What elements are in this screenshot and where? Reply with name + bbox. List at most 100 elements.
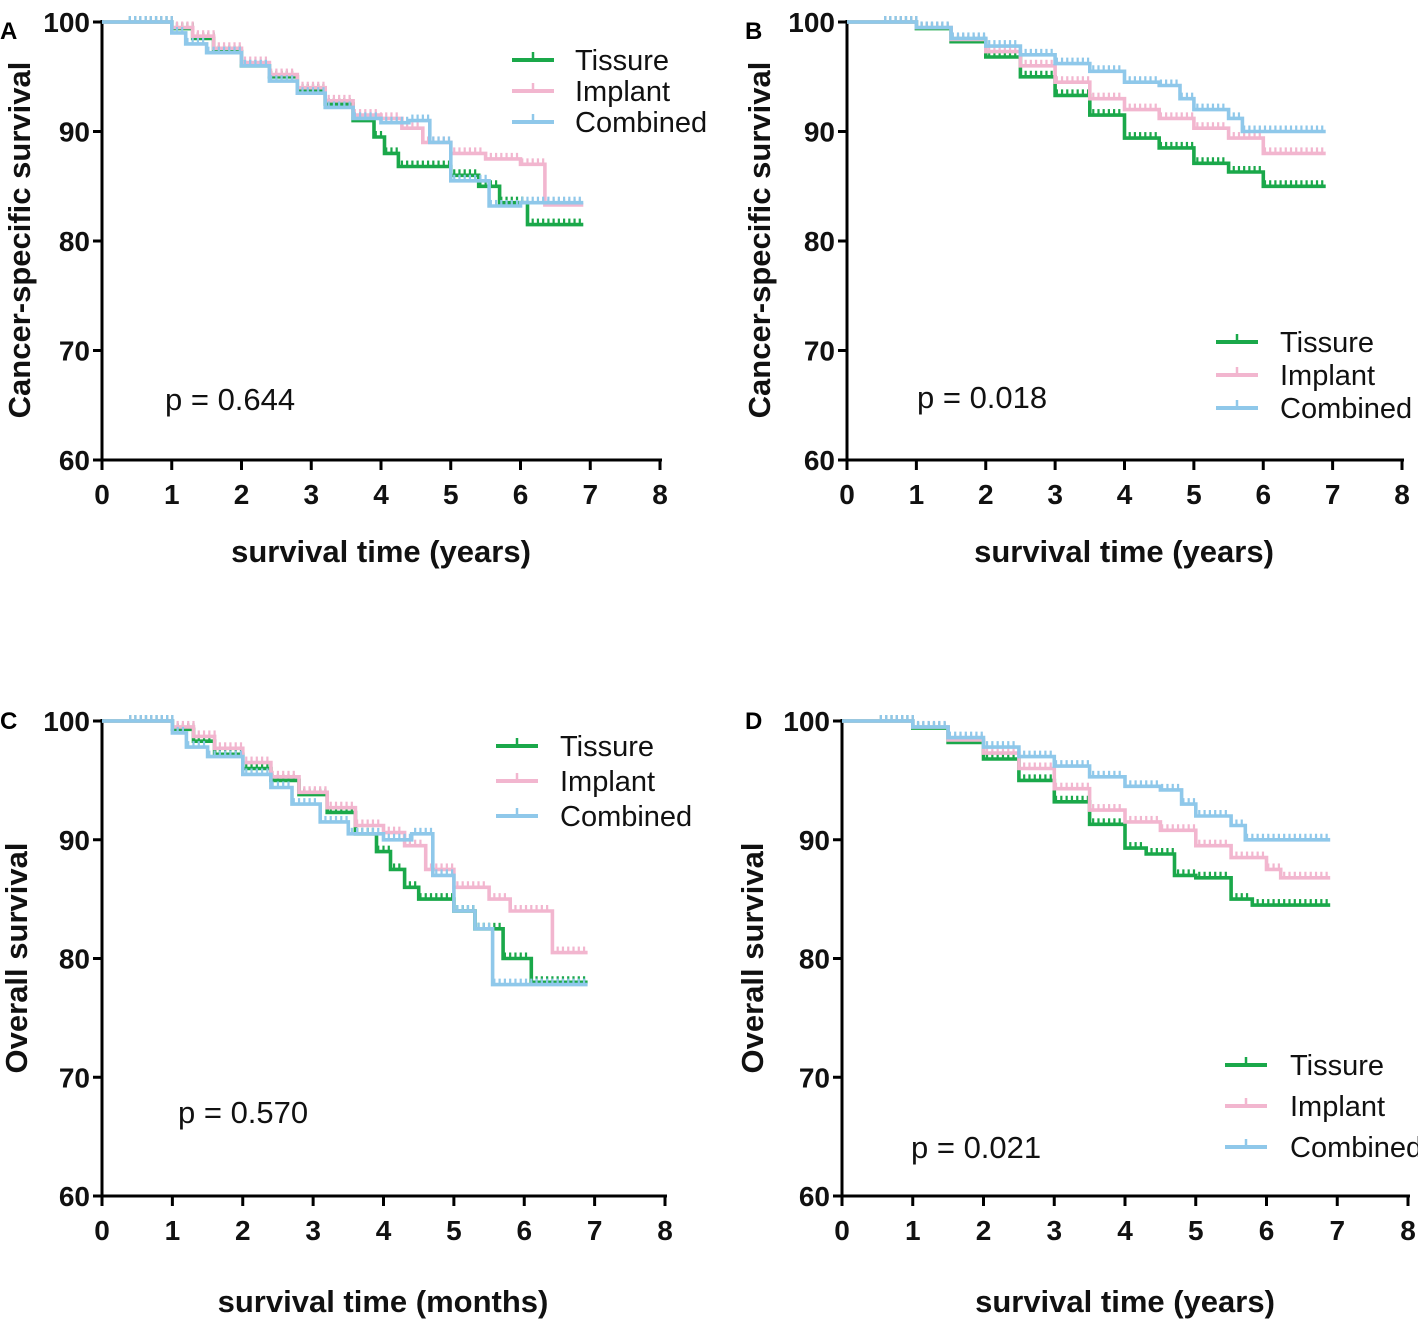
legend-label: Combined (1280, 393, 1412, 425)
x-tick-label: 8 (657, 1215, 673, 1246)
legend-label: Combined (1290, 1132, 1418, 1164)
legend-item-tissure: Tissure (1225, 1050, 1384, 1082)
panel-letter: A (0, 18, 17, 45)
legend-label: Implant (575, 76, 670, 108)
y-tick-label: 60 (59, 1181, 90, 1212)
legend-item-implant: Implant (1225, 1091, 1385, 1123)
y-tick-label: 60 (799, 1181, 830, 1212)
censor-marks-combined (884, 16, 1324, 133)
x-tick-label: 5 (446, 1215, 462, 1246)
legend-item-tissure: Tissure (512, 45, 669, 77)
series-line-implant (102, 20, 584, 207)
legend-label: Implant (1280, 360, 1375, 392)
p-value-annotation: p = 0.570 (178, 1095, 308, 1130)
legend-label: Implant (560, 766, 655, 798)
legend-item-implant: Implant (496, 766, 655, 798)
x-axis-title: survival time (years) (974, 534, 1274, 569)
legend-label: Tissure (575, 45, 669, 77)
y-tick-label: 100 (43, 7, 90, 38)
x-tick-label: 0 (839, 479, 855, 510)
x-tick-label: 4 (373, 479, 389, 510)
y-tick-label: 90 (799, 825, 830, 856)
x-tick-label: 7 (582, 479, 598, 510)
legend-item-tissure: Tissure (1216, 327, 1374, 359)
legend-label: Tissure (1280, 327, 1374, 359)
y-tick-label: 80 (59, 226, 90, 257)
x-tick-label: 5 (1186, 479, 1202, 510)
x-tick-label: 3 (1046, 1215, 1062, 1246)
series-line-combined (847, 20, 1326, 134)
y-tick-label: 70 (59, 1062, 90, 1093)
censor-marks-combined (129, 715, 586, 986)
legend-label: Combined (560, 801, 692, 833)
y-axis-title: Overall survival (735, 843, 770, 1074)
legend-item-combined: Combined (512, 107, 707, 139)
panel-letter: D (745, 708, 762, 735)
series-line-implant (102, 719, 588, 955)
legend-label: Tissure (560, 731, 654, 763)
x-tick-label: 4 (1117, 479, 1133, 510)
legend-item-combined: Combined (1216, 393, 1412, 425)
x-tick-label: 3 (1047, 479, 1063, 510)
p-value-annotation: p = 0.644 (165, 382, 295, 417)
panel-c: C 60 70 80 90 100 0 1 2 3 4 5 6 7 8 survival time (mont… (0, 706, 692, 1319)
x-axis-title: survival time (months) (218, 1284, 549, 1319)
censor-marks-combined (879, 715, 1328, 841)
panel-b: B 60 70 80 90 100 0 1 2 3 4 5 6 7 8 survival time (year… (742, 7, 1412, 569)
y-tick-label: 90 (59, 117, 90, 148)
x-tick-label: 4 (376, 1215, 392, 1246)
y-tick-label: 60 (804, 445, 835, 476)
y-axis-title: Cancer-specific survival (2, 62, 37, 419)
x-tick-label: 7 (1325, 479, 1341, 510)
p-value-annotation: p = 0.021 (911, 1130, 1041, 1165)
y-tick-label: 70 (59, 336, 90, 367)
y-tick-label: 80 (799, 944, 830, 975)
series-line-tissure (102, 20, 584, 227)
x-tick-label: 1 (909, 479, 925, 510)
censor-marks-tissure (129, 715, 586, 984)
x-axis-title: survival time (years) (231, 534, 531, 569)
y-tick-label: 80 (59, 944, 90, 975)
x-tick-label: 8 (1394, 479, 1410, 510)
x-tick-label: 1 (905, 1215, 921, 1246)
x-tick-label: 1 (164, 479, 180, 510)
x-tick-label: 0 (94, 479, 110, 510)
series-line-combined (102, 20, 584, 208)
y-axis-title: Overall survival (0, 843, 34, 1074)
x-tick-label: 6 (1255, 479, 1271, 510)
censor-marks-combined (128, 16, 581, 207)
x-tick-label: 3 (303, 479, 319, 510)
legend-item-implant: Implant (1216, 360, 1375, 392)
y-tick-label: 70 (804, 336, 835, 367)
x-tick-label: 2 (234, 479, 250, 510)
x-tick-label: 8 (1400, 1215, 1416, 1246)
legend-item-combined: Combined (1225, 1132, 1418, 1164)
p-value-annotation: p = 0.018 (917, 380, 1047, 415)
series-line-tissure (847, 20, 1326, 189)
panel-d: D 60 70 80 90 100 0 1 2 3 4 5 6 7 8 survival time (year… (735, 706, 1418, 1319)
x-tick-label: 1 (165, 1215, 181, 1246)
legend-label: Tissure (1290, 1050, 1384, 1082)
x-tick-label: 5 (1188, 1215, 1204, 1246)
x-tick-label: 0 (834, 1215, 850, 1246)
x-tick-label: 3 (305, 1215, 321, 1246)
legend-item-tissure: Tissure (496, 731, 654, 763)
y-tick-label: 90 (804, 117, 835, 148)
series-line-combined (842, 719, 1331, 842)
y-tick-label: 100 (43, 706, 90, 737)
series-line-combined (102, 719, 588, 987)
series-line-tissure (842, 719, 1331, 907)
y-tick-label: 100 (788, 7, 835, 38)
x-tick-label: 4 (1117, 1215, 1133, 1246)
censor-marks-implant (129, 715, 586, 954)
y-tick-label: 100 (783, 706, 830, 737)
y-axis-title: Cancer-specific survival (742, 62, 777, 419)
x-tick-label: 7 (587, 1215, 603, 1246)
x-tick-label: 2 (235, 1215, 251, 1246)
x-tick-label: 0 (94, 1215, 110, 1246)
x-tick-label: 6 (1259, 1215, 1275, 1246)
legend-label: Combined (575, 107, 707, 139)
y-tick-label: 90 (59, 825, 90, 856)
x-tick-label: 2 (978, 479, 994, 510)
